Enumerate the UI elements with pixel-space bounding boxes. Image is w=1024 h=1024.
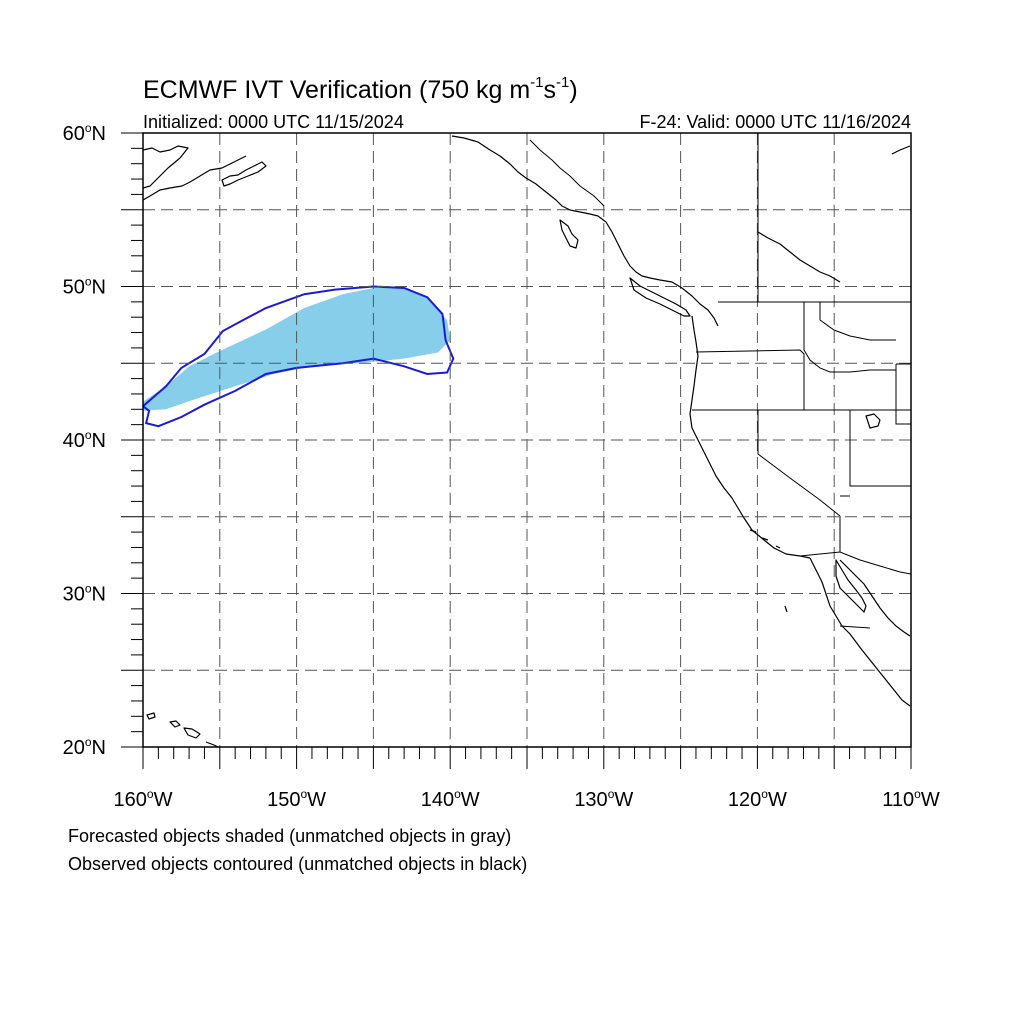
observed-object-contour — [143, 285, 455, 428]
coastlines — [143, 135, 911, 747]
y-tick-label: 50oN — [63, 275, 106, 299]
initialized-time: Initialized: 0000 UTC 11/15/2024 — [143, 112, 404, 132]
plot-area — [143, 133, 911, 747]
gridlines — [143, 133, 911, 747]
y-tick-label: 20oN — [63, 735, 106, 759]
political-borders — [529, 133, 911, 629]
x-axis-labels: 160oW 150oW 140oW 130oW 120oW 110oW — [114, 787, 940, 811]
x-tick-label: 150oW — [267, 787, 326, 811]
axis-minor-ticks — [121, 132, 912, 769]
y-tick-label: 40oN — [63, 428, 106, 452]
y-tick-label: 30oN — [63, 582, 106, 606]
legend-note-forecast: Forecasted objects shaded (unmatched obj… — [68, 826, 511, 846]
x-tick-label: 130oW — [574, 787, 633, 811]
legend-note-observed: Observed objects contoured (unmatched ob… — [68, 854, 527, 874]
y-tick-label: 60oN — [63, 121, 106, 145]
x-tick-label: 140oW — [421, 787, 480, 811]
x-tick-label: 110oW — [882, 787, 940, 811]
map-title: ECMWF IVT Verification (750 kg m-1s-1) — [143, 74, 578, 104]
x-tick-label: 120oW — [728, 787, 787, 811]
y-axis-labels: 60oN 50oN 40oN 30oN 20oN — [63, 121, 106, 759]
x-tick-label: 160oW — [114, 787, 173, 811]
valid-time: F-24: Valid: 0000 UTC 11/16/2024 — [640, 112, 912, 132]
